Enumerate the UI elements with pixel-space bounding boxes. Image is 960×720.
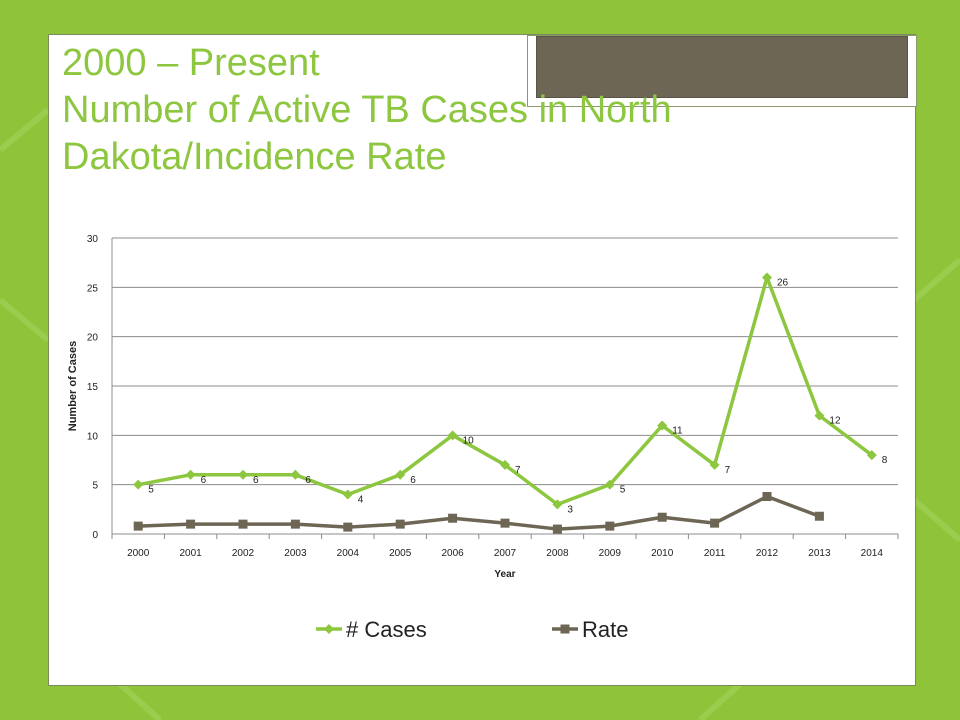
x-axis-title: Year <box>494 569 515 580</box>
x-tick-label: 2007 <box>494 548 517 559</box>
y-tick-label: 0 <box>92 530 98 541</box>
legend-marker <box>560 624 570 634</box>
rate-point <box>552 524 562 534</box>
x-tick-label: 2005 <box>389 548 412 559</box>
cases-point <box>552 499 563 510</box>
rate-point <box>605 521 615 531</box>
rate-point <box>814 511 824 521</box>
x-tick-label: 2006 <box>441 548 464 559</box>
rate-point <box>762 492 772 502</box>
x-tick-label: 2014 <box>861 548 884 559</box>
cases-point <box>762 272 772 283</box>
cases-point <box>342 489 353 500</box>
cases-point <box>290 469 301 480</box>
cases-point <box>657 420 668 431</box>
x-tick-label: 2004 <box>337 548 360 559</box>
data-label: 26 <box>777 277 789 288</box>
data-label: 5 <box>148 485 154 496</box>
title-tab-panel <box>536 36 908 98</box>
data-label: 8 <box>882 455 888 466</box>
data-label: 10 <box>463 435 475 446</box>
data-label: 3 <box>567 504 573 515</box>
series-line-rate <box>138 494 821 531</box>
legend-marker <box>324 624 334 634</box>
cases-point <box>238 469 248 480</box>
y-tick-label: 10 <box>87 431 99 442</box>
rate-point <box>448 513 458 523</box>
x-tick-label: 2012 <box>756 548 779 559</box>
data-label: 7 <box>515 465 521 476</box>
cases-point <box>814 410 825 421</box>
cases-point <box>395 469 406 480</box>
x-tick-label: 2000 <box>127 548 150 559</box>
data-label: 4 <box>358 495 364 506</box>
data-label: 5 <box>620 485 626 496</box>
rate-point <box>343 522 353 532</box>
data-label: 7 <box>725 465 731 476</box>
cases-point <box>185 469 196 480</box>
x-tick-label: 2009 <box>599 548 622 559</box>
slide-card <box>48 34 917 686</box>
data-label: 12 <box>829 416 841 427</box>
legend-label: # Cases <box>346 617 427 642</box>
y-tick-label: 25 <box>87 283 99 294</box>
cases-point <box>133 479 144 490</box>
x-tick-label: 2008 <box>546 548 569 559</box>
rate-point <box>710 518 720 528</box>
rate-point <box>290 519 300 529</box>
title-line-1: 2000 – Present <box>62 42 320 84</box>
data-label: 6 <box>253 475 259 486</box>
cases-point <box>500 459 510 470</box>
cases-point <box>604 479 615 490</box>
data-label: 6 <box>305 475 311 486</box>
y-tick-label: 30 <box>87 234 99 245</box>
data-label: 6 <box>201 475 207 486</box>
cases-point <box>709 459 720 470</box>
rate-point <box>238 519 248 529</box>
y-tick-label: 15 <box>87 382 99 393</box>
legend-label: Rate <box>582 617 628 642</box>
rate-point <box>395 519 405 529</box>
rate-point <box>186 519 196 529</box>
x-tick-label: 2002 <box>232 548 255 559</box>
rate-point <box>500 518 510 528</box>
x-tick-label: 2003 <box>284 548 307 559</box>
y-tick-label: 20 <box>87 333 99 344</box>
rate-point <box>133 521 143 531</box>
rate-point <box>657 512 667 522</box>
cases-point <box>447 430 458 441</box>
y-axis-title: Number of Cases <box>67 341 79 431</box>
cases-point <box>866 450 877 461</box>
data-label: 11 <box>672 425 683 436</box>
title-line-2: Number of Active TB Cases in North Dakot… <box>62 89 672 178</box>
slide-title: 2000 – Present Number of Active TB Cases… <box>62 40 822 181</box>
y-tick-label: 5 <box>92 481 98 492</box>
data-label: 6 <box>410 475 416 486</box>
x-tick-label: 2011 <box>704 548 726 559</box>
x-tick-label: 2010 <box>651 548 674 559</box>
x-tick-label: 2001 <box>179 548 202 559</box>
title-tab-decoration <box>527 35 917 107</box>
series-line-cases <box>137 275 873 507</box>
x-tick-label: 2013 <box>808 548 831 559</box>
